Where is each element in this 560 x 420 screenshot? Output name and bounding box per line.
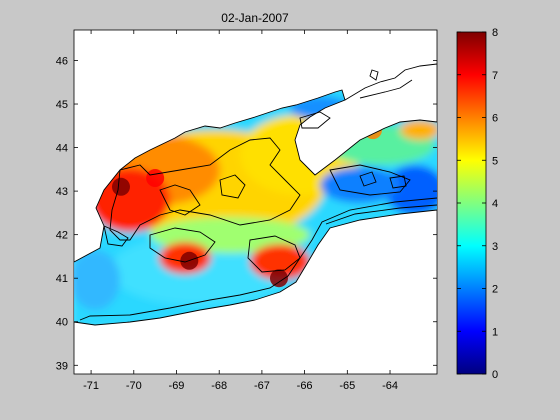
y-tick-label: 42: [56, 230, 68, 242]
colorbar-tick-label: 8: [492, 27, 498, 39]
hotspot-mark: [111, 177, 130, 196]
y-tick-label: 45: [56, 99, 68, 111]
x-tick-label: -67: [254, 380, 270, 392]
hotspot-mark: [146, 169, 165, 188]
hotspot-mark: [269, 269, 288, 288]
chart-title: 02-Jan-2007: [221, 11, 289, 25]
x-tick-label: -64: [382, 380, 398, 392]
x-tick-label: -71: [83, 380, 99, 392]
colorbar-tick-label: 4: [492, 198, 498, 210]
x-tick-label: -69: [169, 380, 185, 392]
y-tick-label: 44: [56, 143, 68, 155]
y-tick-label: 41: [56, 273, 68, 285]
x-axis: -71 -70 -69 -68 -67 -66 -65 -64: [83, 30, 398, 392]
colorbar: [456, 31, 487, 375]
colorbar-tick-label: 5: [492, 155, 498, 167]
x-tick-label: -70: [126, 380, 142, 392]
x-tick-label: -66: [297, 380, 313, 392]
x-tick-label: -65: [339, 380, 355, 392]
y-tick-label: 46: [56, 55, 68, 67]
y-tick-label: 39: [56, 360, 68, 372]
y-tick-label: 40: [56, 317, 68, 329]
colorbar-tick-label: 6: [492, 113, 498, 125]
colorbar-tick-label: 0: [492, 369, 498, 381]
colorbar-tick-label: 7: [492, 70, 498, 82]
colorbar-tick-label: 3: [492, 241, 498, 253]
y-tick-label: 43: [56, 186, 68, 198]
colorbar-axis: 0 1 2 3 4 5 6 7 8: [457, 27, 498, 381]
colorbar-tick-label: 1: [492, 326, 498, 338]
contour-lines: [73, 63, 438, 326]
x-tick-label: -68: [211, 380, 227, 392]
y-axis: 39 40 41 42 43 44 45 46: [56, 55, 437, 372]
colorbar-tick-label: 2: [492, 284, 498, 296]
